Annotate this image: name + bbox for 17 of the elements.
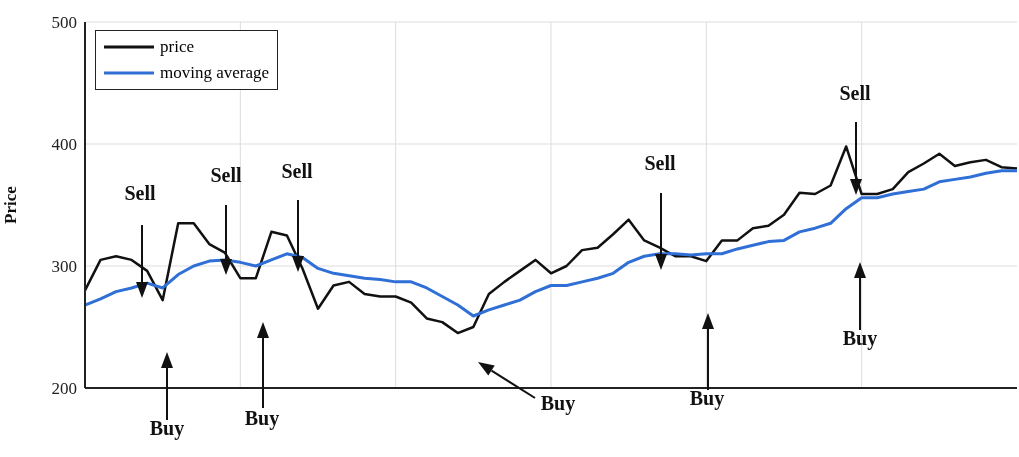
annotation: Sell bbox=[644, 152, 676, 174]
text: Buy bbox=[149, 417, 185, 440]
y-tick-label: 200 bbox=[51, 379, 77, 399]
annotation: Sell bbox=[839, 82, 871, 104]
text: Buy bbox=[540, 392, 576, 415]
y-tick-label: 500 bbox=[51, 13, 77, 33]
legend-label: moving average bbox=[160, 63, 270, 83]
y-tick-label: 300 bbox=[51, 257, 77, 277]
annotation: Buy bbox=[689, 387, 725, 410]
annotation: Buy bbox=[842, 327, 878, 350]
annotation: Sell bbox=[124, 182, 156, 204]
legend-label: price bbox=[160, 37, 194, 57]
annotation: Sell bbox=[210, 164, 242, 186]
y-axis-title: Price bbox=[1, 185, 21, 224]
y-tick-label: 400 bbox=[51, 135, 77, 155]
text: Buy bbox=[244, 407, 280, 430]
annotation: Sell bbox=[281, 160, 313, 182]
